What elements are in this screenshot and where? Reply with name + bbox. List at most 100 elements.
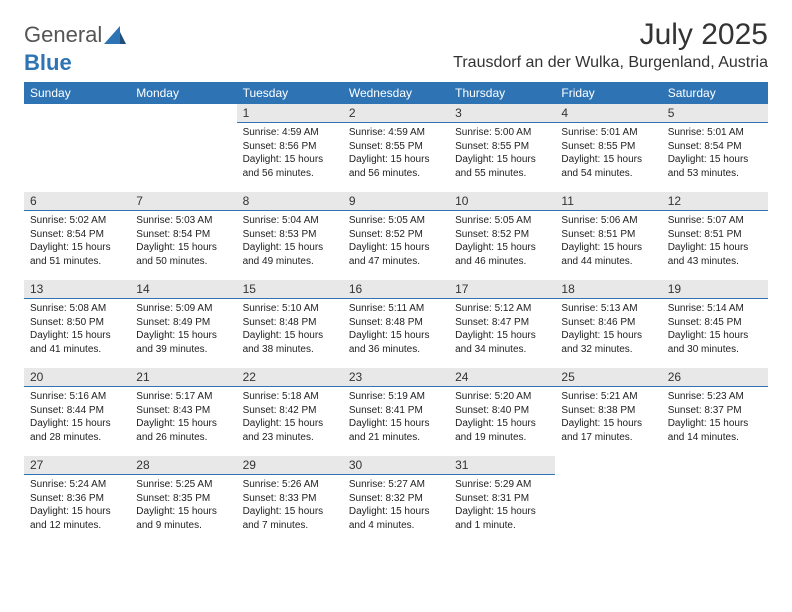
day-header: Thursday	[449, 82, 555, 104]
day-header-row: Sunday Monday Tuesday Wednesday Thursday…	[24, 82, 768, 104]
day-details: Sunrise: 4:59 AMSunset: 8:55 PMDaylight:…	[343, 123, 449, 184]
calendar-week-row: 6Sunrise: 5:02 AMSunset: 8:54 PMDaylight…	[24, 192, 768, 280]
logo-text-b: Blue	[24, 50, 72, 75]
calendar-day-cell: 26Sunrise: 5:23 AMSunset: 8:37 PMDayligh…	[662, 368, 768, 456]
day-details: Sunrise: 5:01 AMSunset: 8:54 PMDaylight:…	[662, 123, 768, 184]
day-header: Sunday	[24, 82, 130, 104]
day-details: Sunrise: 5:17 AMSunset: 8:43 PMDaylight:…	[130, 387, 236, 448]
day-details: Sunrise: 5:14 AMSunset: 8:45 PMDaylight:…	[662, 299, 768, 360]
day-number: 10	[449, 192, 555, 211]
day-number: 5	[662, 104, 768, 123]
day-number: 7	[130, 192, 236, 211]
calendar-day-cell: 22Sunrise: 5:18 AMSunset: 8:42 PMDayligh…	[237, 368, 343, 456]
day-header: Wednesday	[343, 82, 449, 104]
day-number: 14	[130, 280, 236, 299]
calendar-day-cell: 15Sunrise: 5:10 AMSunset: 8:48 PMDayligh…	[237, 280, 343, 368]
day-details: Sunrise: 5:25 AMSunset: 8:35 PMDaylight:…	[130, 475, 236, 536]
logo: General	[24, 18, 128, 48]
day-details: Sunrise: 5:21 AMSunset: 8:38 PMDaylight:…	[555, 387, 661, 448]
day-details: Sunrise: 5:29 AMSunset: 8:31 PMDaylight:…	[449, 475, 555, 536]
calendar-day-cell: 5Sunrise: 5:01 AMSunset: 8:54 PMDaylight…	[662, 104, 768, 192]
calendar-week-row: 27Sunrise: 5:24 AMSunset: 8:36 PMDayligh…	[24, 456, 768, 544]
calendar-week-row: ....1Sunrise: 4:59 AMSunset: 8:56 PMDayl…	[24, 104, 768, 192]
day-details: Sunrise: 5:01 AMSunset: 8:55 PMDaylight:…	[555, 123, 661, 184]
month-title: July 2025	[453, 18, 768, 52]
day-details: Sunrise: 5:03 AMSunset: 8:54 PMDaylight:…	[130, 211, 236, 272]
calendar-day-cell: 18Sunrise: 5:13 AMSunset: 8:46 PMDayligh…	[555, 280, 661, 368]
day-number: 18	[555, 280, 661, 299]
day-number: 25	[555, 368, 661, 387]
day-number: 31	[449, 456, 555, 475]
logo-sub: Blue	[24, 50, 768, 76]
day-details: Sunrise: 5:09 AMSunset: 8:49 PMDaylight:…	[130, 299, 236, 360]
day-number: 20	[24, 368, 130, 387]
calendar-day-cell: 14Sunrise: 5:09 AMSunset: 8:49 PMDayligh…	[130, 280, 236, 368]
day-number: 9	[343, 192, 449, 211]
day-number: 8	[237, 192, 343, 211]
day-details: Sunrise: 5:06 AMSunset: 8:51 PMDaylight:…	[555, 211, 661, 272]
day-details: Sunrise: 4:59 AMSunset: 8:56 PMDaylight:…	[237, 123, 343, 184]
calendar-day-cell: 31Sunrise: 5:29 AMSunset: 8:31 PMDayligh…	[449, 456, 555, 544]
day-number: 12	[662, 192, 768, 211]
day-details: Sunrise: 5:26 AMSunset: 8:33 PMDaylight:…	[237, 475, 343, 536]
calendar-day-cell: 29Sunrise: 5:26 AMSunset: 8:33 PMDayligh…	[237, 456, 343, 544]
calendar-day-cell: 16Sunrise: 5:11 AMSunset: 8:48 PMDayligh…	[343, 280, 449, 368]
day-number: 26	[662, 368, 768, 387]
day-details: Sunrise: 5:20 AMSunset: 8:40 PMDaylight:…	[449, 387, 555, 448]
calendar-day-cell: 24Sunrise: 5:20 AMSunset: 8:40 PMDayligh…	[449, 368, 555, 456]
calendar-day-cell: 20Sunrise: 5:16 AMSunset: 8:44 PMDayligh…	[24, 368, 130, 456]
calendar-day-cell: 1Sunrise: 4:59 AMSunset: 8:56 PMDaylight…	[237, 104, 343, 192]
day-details: Sunrise: 5:18 AMSunset: 8:42 PMDaylight:…	[237, 387, 343, 448]
calendar-day-cell: 6Sunrise: 5:02 AMSunset: 8:54 PMDaylight…	[24, 192, 130, 280]
calendar-week-row: 20Sunrise: 5:16 AMSunset: 8:44 PMDayligh…	[24, 368, 768, 456]
day-details: Sunrise: 5:12 AMSunset: 8:47 PMDaylight:…	[449, 299, 555, 360]
calendar-day-cell: 23Sunrise: 5:19 AMSunset: 8:41 PMDayligh…	[343, 368, 449, 456]
calendar-day-cell: 3Sunrise: 5:00 AMSunset: 8:55 PMDaylight…	[449, 104, 555, 192]
day-number: 3	[449, 104, 555, 123]
calendar-day-cell: 13Sunrise: 5:08 AMSunset: 8:50 PMDayligh…	[24, 280, 130, 368]
day-number: 13	[24, 280, 130, 299]
day-details: Sunrise: 5:24 AMSunset: 8:36 PMDaylight:…	[24, 475, 130, 536]
calendar-day-cell: 10Sunrise: 5:05 AMSunset: 8:52 PMDayligh…	[449, 192, 555, 280]
calendar-day-cell: 7Sunrise: 5:03 AMSunset: 8:54 PMDaylight…	[130, 192, 236, 280]
calendar-day-cell: 8Sunrise: 5:04 AMSunset: 8:53 PMDaylight…	[237, 192, 343, 280]
day-details: Sunrise: 5:27 AMSunset: 8:32 PMDaylight:…	[343, 475, 449, 536]
day-details: Sunrise: 5:16 AMSunset: 8:44 PMDaylight:…	[24, 387, 130, 448]
logo-triangle-icon	[104, 26, 126, 44]
day-number: 29	[237, 456, 343, 475]
day-number: 24	[449, 368, 555, 387]
day-number: 27	[24, 456, 130, 475]
day-header: Monday	[130, 82, 236, 104]
calendar-day-cell: 19Sunrise: 5:14 AMSunset: 8:45 PMDayligh…	[662, 280, 768, 368]
day-details: Sunrise: 5:19 AMSunset: 8:41 PMDaylight:…	[343, 387, 449, 448]
day-number: 28	[130, 456, 236, 475]
calendar-day-cell: ..	[130, 104, 236, 192]
day-header: Saturday	[662, 82, 768, 104]
day-number: 17	[449, 280, 555, 299]
day-details: Sunrise: 5:08 AMSunset: 8:50 PMDaylight:…	[24, 299, 130, 360]
calendar-table: Sunday Monday Tuesday Wednesday Thursday…	[24, 82, 768, 544]
day-number: 11	[555, 192, 661, 211]
day-number: 23	[343, 368, 449, 387]
calendar-day-cell: ..	[555, 456, 661, 544]
calendar-day-cell: 21Sunrise: 5:17 AMSunset: 8:43 PMDayligh…	[130, 368, 236, 456]
day-number: 30	[343, 456, 449, 475]
day-details: Sunrise: 5:04 AMSunset: 8:53 PMDaylight:…	[237, 211, 343, 272]
day-header: Tuesday	[237, 82, 343, 104]
calendar-day-cell: ..	[24, 104, 130, 192]
day-number: 6	[24, 192, 130, 211]
logo-text-a: General	[24, 22, 102, 48]
day-details: Sunrise: 5:13 AMSunset: 8:46 PMDaylight:…	[555, 299, 661, 360]
day-header: Friday	[555, 82, 661, 104]
calendar-day-cell: 25Sunrise: 5:21 AMSunset: 8:38 PMDayligh…	[555, 368, 661, 456]
day-number: 22	[237, 368, 343, 387]
day-number: 16	[343, 280, 449, 299]
day-details: Sunrise: 5:07 AMSunset: 8:51 PMDaylight:…	[662, 211, 768, 272]
day-details: Sunrise: 5:05 AMSunset: 8:52 PMDaylight:…	[449, 211, 555, 272]
calendar-day-cell: 12Sunrise: 5:07 AMSunset: 8:51 PMDayligh…	[662, 192, 768, 280]
day-details: Sunrise: 5:05 AMSunset: 8:52 PMDaylight:…	[343, 211, 449, 272]
calendar-day-cell: 28Sunrise: 5:25 AMSunset: 8:35 PMDayligh…	[130, 456, 236, 544]
day-details: Sunrise: 5:11 AMSunset: 8:48 PMDaylight:…	[343, 299, 449, 360]
day-details: Sunrise: 5:23 AMSunset: 8:37 PMDaylight:…	[662, 387, 768, 448]
day-details: Sunrise: 5:10 AMSunset: 8:48 PMDaylight:…	[237, 299, 343, 360]
